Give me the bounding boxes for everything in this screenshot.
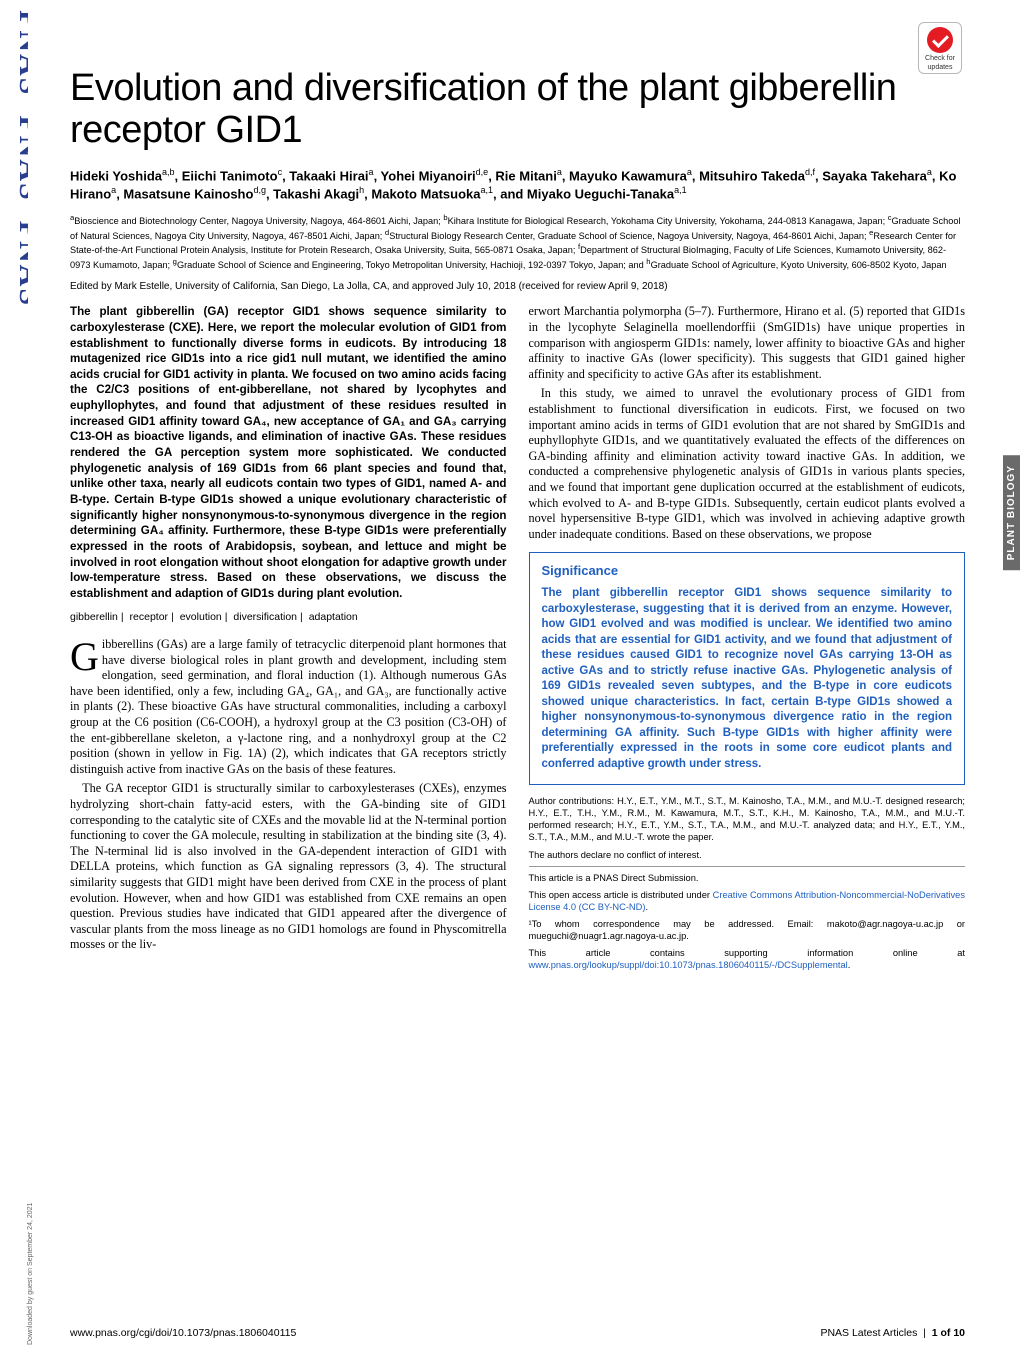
edited-by-line: Edited by Mark Estelle, University of Ca… xyxy=(70,281,965,292)
check-icon xyxy=(927,27,953,53)
supp-post: . xyxy=(848,960,851,970)
footnotes: Author contributions: H.Y., E.T., Y.M., … xyxy=(529,795,966,971)
keyword: adaptation xyxy=(309,611,358,623)
keyword: evolution xyxy=(180,611,222,623)
footnote-divider xyxy=(529,866,966,867)
page-footer: www.pnas.org/cgi/doi/10.1073/pnas.180604… xyxy=(70,1327,965,1339)
license-line: This open access article is distributed … xyxy=(529,889,966,913)
keyword: diversification xyxy=(233,611,297,623)
article-title: Evolution and diversification of the pla… xyxy=(70,68,965,152)
footer-doi: www.pnas.org/cgi/doi/10.1073/pnas.180604… xyxy=(70,1327,296,1339)
direct-submission: This article is a PNAS Direct Submission… xyxy=(529,872,966,884)
svg-text:PNAS PNAS PNAS: PNAS PNAS PNAS xyxy=(13,10,28,307)
significance-text: The plant gibberellin receptor GID1 show… xyxy=(542,586,953,772)
body-paragraph: In this study, we aimed to unravel the e… xyxy=(529,386,966,542)
abstract: The plant gibberellin (GA) receptor GID1… xyxy=(70,304,507,601)
footer-right-label: PNAS Latest Articles xyxy=(820,1327,917,1339)
badge-line1: Check for xyxy=(919,55,961,62)
author-contributions: Author contributions: H.Y., E.T., Y.M., … xyxy=(529,795,966,843)
supporting-info-line: This article contains supporting informa… xyxy=(529,947,966,971)
body-paragraph: Gibberellins (GAs) are a large family of… xyxy=(70,637,507,777)
crossmark-badge[interactable]: Check for updates xyxy=(918,22,962,74)
license-pre: This open access article is distributed … xyxy=(529,890,713,900)
license-post: . xyxy=(645,902,648,912)
body-paragraph: The GA receptor GID1 is structurally sim… xyxy=(70,781,507,953)
correspondence: ¹To whom correspondence may be addressed… xyxy=(529,918,966,942)
badge-line2: updates xyxy=(919,64,961,71)
significance-box: Significance The plant gibberellin recep… xyxy=(529,552,966,785)
downloaded-note: Downloaded by guest on September 24, 202… xyxy=(27,1203,34,1345)
section-side-tab: PLANT BIOLOGY xyxy=(1003,455,1020,570)
keyword: receptor xyxy=(130,611,169,623)
body-paragraph: erwort Marchantia polymorpha (5–7). Furt… xyxy=(529,304,966,382)
footer-page-number: 1 of 10 xyxy=(932,1327,965,1339)
footer-page-info: PNAS Latest Articles | 1 of 10 xyxy=(820,1327,965,1339)
supp-pre: This article contains supporting informa… xyxy=(529,948,966,958)
pnas-logo-strip: PNAS PNAS PNAS xyxy=(0,0,28,1365)
author-list: Hideki Yoshidaa,b, Eiichi Tanimotoc, Tak… xyxy=(70,166,965,204)
affiliations: aBioscience and Biotechnology Center, Na… xyxy=(70,213,965,271)
keywords-line: gibberellin| receptor| evolution| divers… xyxy=(70,611,507,624)
conflict-of-interest: The authors declare no conflict of inter… xyxy=(529,849,966,861)
significance-heading: Significance xyxy=(542,563,953,580)
keyword: gibberellin xyxy=(70,611,118,623)
supp-link[interactable]: www.pnas.org/lookup/suppl/doi:10.1073/pn… xyxy=(529,960,848,970)
